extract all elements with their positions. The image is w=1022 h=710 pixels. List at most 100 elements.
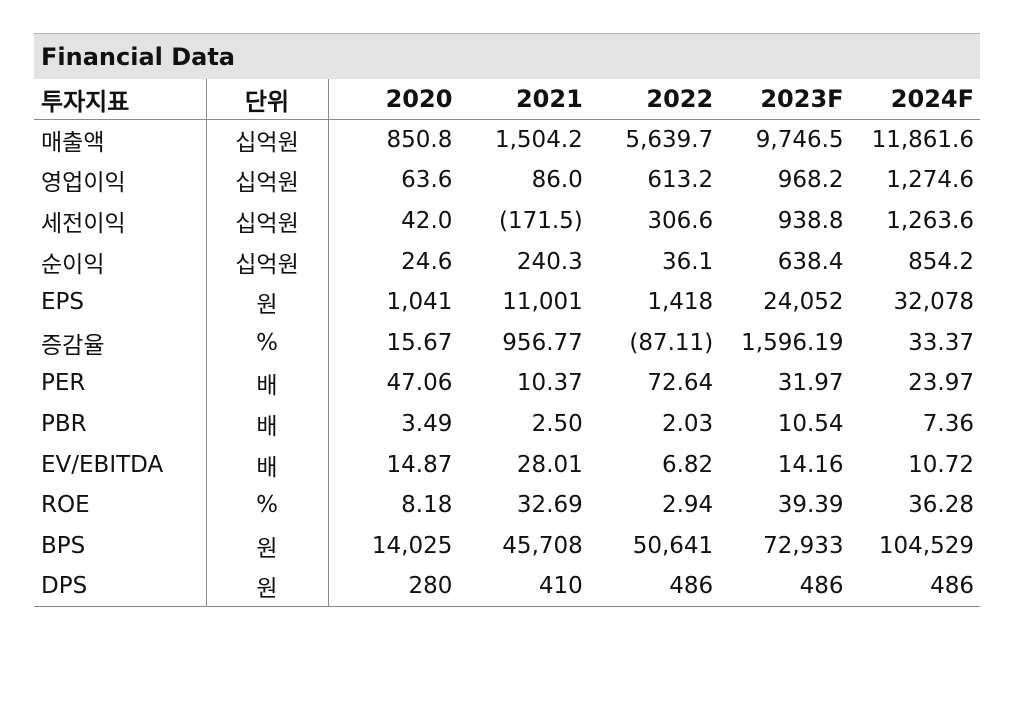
header-unit: 단위 [206,79,329,121]
row-unit: 배 [206,403,329,445]
cell-value: 968.2 [777,167,844,194]
cell-value: 24,052 [763,289,844,316]
cell-value: 36.1 [661,248,714,275]
cell-value: 938.8 [777,208,844,235]
table-row: PBR 배 3.49 2.50 2.03 10.54 7.36 [34,403,980,445]
cell-value: 638.4 [777,248,844,275]
table-body: 매출액 십억원 850.8 1,504.2 5,639.7 9,746.5 11,861.6… [34,119,980,608]
table-row: 순이익 십억원 24.6 240.3 36.1 638.4 854.2 [34,241,980,282]
financial-data-panel: Financial Data 투자지표 단위 2020 2021 2022 20… [34,33,980,608]
cell-value: 6.82 [661,451,714,478]
cell-value: (87.11) [629,329,714,356]
row-unit: % [206,484,329,526]
table-row: EV/EBITDA 배 14.87 28.01 6.82 14.16 10.72 [34,444,980,485]
row-unit: 원 [206,525,329,567]
row-unit: 십억원 [206,241,329,282]
cell-value: 32.69 [516,492,583,519]
row-label: PBR [34,403,207,445]
cell-value: (171.5) [498,208,583,235]
row-label: 순이익 [34,241,207,282]
cell-value: 306.6 [647,208,714,235]
cell-value: 39.39 [777,492,844,519]
row-unit: 배 [206,363,329,404]
cell-value: 410 [458,566,589,608]
row-unit: 원 [206,566,329,608]
cell-value: 2.50 [531,411,583,438]
row-unit: 원 [206,281,329,323]
cell-value: 3.49 [401,411,453,438]
cell-value: 72,933 [763,532,844,559]
cell-value: 50,641 [632,532,714,559]
header-row: 투자지표 단위 2020 2021 2022 2023F 2024F [34,79,980,121]
row-label: ROE [34,484,207,526]
row-unit: 십억원 [206,119,329,161]
row-label: EPS [34,281,207,323]
row-unit: 십억원 [206,160,329,201]
cell-value: 486 [849,566,980,608]
cell-value: 8.18 [401,492,453,519]
table-row: PER 배 47.06 10.37 72.64 31.97 23.97 [34,363,980,404]
cell-value: 45,708 [502,532,583,559]
cell-value: 28.01 [516,451,583,478]
cell-value: 31.97 [777,370,844,397]
header-year: 2020 [328,79,459,121]
table-row: 영업이익 십억원 63.6 86.0 613.2 968.2 1,274.6 [34,160,980,201]
cell-value: 1,263.6 [886,208,974,235]
cell-value: 42.0 [401,208,453,235]
cell-value: 10.54 [777,411,844,438]
cell-value: 36.28 [908,492,974,519]
cell-value: 104,529 [878,532,974,559]
cell-value: 33.37 [908,329,974,356]
cell-value: 5,639.7 [625,127,714,154]
table-row: EPS 원 1,041 11,001 1,418 24,052 32,078 [34,281,980,323]
header-year: 2023F [719,79,850,121]
cell-value: 2.94 [661,492,714,519]
row-label: BPS [34,525,207,567]
cell-value: 613.2 [647,167,714,194]
cell-value: 10.37 [516,370,583,397]
cell-value: 14.16 [777,451,844,478]
cell-value: 11,861.6 [871,127,974,154]
cell-value: 9,746.5 [755,127,844,154]
cell-value: 1,274.6 [886,167,974,194]
cell-value: 1,504.2 [494,127,583,154]
cell-value: 850.8 [386,127,453,154]
header-year: 2021 [458,79,589,121]
cell-value: 7.36 [922,411,974,438]
financial-data-table: 투자지표 단위 2020 2021 2022 2023F 2024F 매출액 십억… [34,79,980,608]
cell-value: 72.64 [647,370,714,397]
table-row: 매출액 십억원 850.8 1,504.2 5,639.7 9,746.5 11,861.6 [34,119,980,161]
row-unit: 배 [206,444,329,485]
cell-value: 11,001 [502,289,583,316]
table-row: BPS 원 14,025 45,708 50,641 72,933 104,529 [34,525,980,567]
cell-value: 486 [588,566,720,608]
header-year: 2024F [849,79,980,121]
header-year: 2022 [588,79,720,121]
row-label: 증감율 [34,322,207,364]
cell-value: 86.0 [531,167,583,194]
row-label: 매출액 [34,119,207,161]
cell-value: 14.87 [386,451,453,478]
row-unit: % [206,322,329,364]
table-row: ROE% 8.18 32.69 2.94 39.39 36.28 [34,484,980,526]
table-row: DPS 원 280 410 486 486 486 [34,566,980,608]
cell-value: 1,596.19 [741,329,844,356]
cell-value: 23.97 [908,370,974,397]
cell-value: 280 [328,566,459,608]
row-unit: 십억원 [206,200,329,242]
cell-value: 32,078 [893,289,974,316]
row-label: EV/EBITDA [34,444,207,485]
table-title: Financial Data [34,33,980,79]
cell-value: 15.67 [386,329,453,356]
cell-value: 63.6 [401,167,453,194]
cell-value: 2.03 [661,411,714,438]
row-label: DPS [34,566,207,608]
cell-value: 240.3 [516,248,583,275]
cell-value: 10.72 [908,451,974,478]
table-row: 세전이익 십억원 42.0 (171.5) 306.6 938.8 1,263.6 [34,200,980,242]
header-indicator: 투자지표 [34,79,207,121]
cell-value: 1,418 [647,289,714,316]
cell-value: 1,041 [386,289,453,316]
row-label: PER [34,363,207,404]
table-row: 증감율% 15.67 956.77 (87.11) 1,596.19 33.37 [34,322,980,364]
